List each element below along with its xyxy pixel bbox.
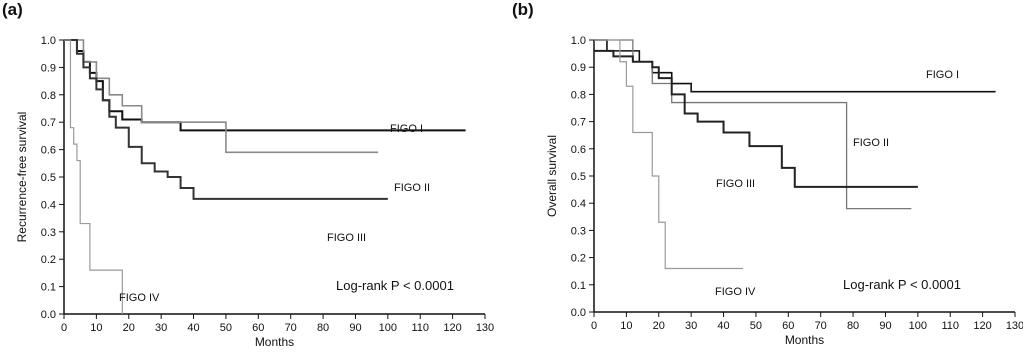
km-chart-recurrence-free: (a) 0 10 20 30 40 50 60 70 80 90 100 110 120 130 0.0 0.…: [0, 0, 505, 363]
x-tick-label: 50: [220, 322, 232, 334]
km-curve-figo-ii: [64, 39, 379, 154]
x-tick-label: 130: [476, 322, 494, 334]
chart-b-svg: 0 10 20 30 40 50 60 70 80 90 100 110 120 130 0.0 0.1 0.2…: [545, 35, 1023, 347]
x-tick-label: 0: [61, 322, 67, 334]
y-tick-label: 0.5: [41, 172, 56, 184]
annotation-figo-i: FIGO I: [926, 69, 959, 81]
y-tick-label: 0.6: [41, 145, 56, 157]
km-curve-figo-i: [64, 39, 466, 132]
y-tick-label: 0.2: [571, 253, 586, 265]
panel-label-a: (a): [2, 0, 23, 19]
y-tick-label: 0.9: [41, 62, 56, 74]
x-tick-label: 90: [349, 322, 361, 334]
y-tick-label: 0.2: [41, 254, 56, 266]
y-tick-label: 0.1: [41, 282, 56, 294]
y-tick-label: 0.7: [41, 117, 56, 129]
x-tick-label: 60: [782, 320, 794, 332]
x-tick-label: 20: [653, 320, 665, 332]
x-tick-label: 130: [1006, 320, 1023, 332]
km-curve-figo-iii: [64, 39, 388, 200]
y-tick-label: 0.4: [41, 199, 56, 211]
y-tick-label: 0.1: [571, 280, 586, 292]
y-tick-label: 0.9: [571, 62, 586, 74]
y-tick-label: 1.0: [571, 35, 586, 47]
y-tick-label: 0.3: [571, 225, 586, 237]
km-curve-figo-iv: [64, 39, 123, 314]
x-tick-label: 60: [252, 322, 264, 334]
x-tick-label: 0: [591, 320, 597, 332]
x-tick-label: 70: [285, 322, 297, 334]
x-tick-label: 90: [879, 320, 891, 332]
x-tick-label: 40: [187, 322, 199, 334]
x-axis-label: Months: [785, 333, 824, 347]
x-tick-label: 30: [685, 320, 697, 332]
annotation-figo-iii: FIGO III: [327, 232, 366, 244]
km-curve-figo-iv: [594, 39, 743, 270]
x-tick-label: 10: [620, 320, 632, 332]
annotation-log-rank: Log-rank P < 0.0001: [843, 277, 961, 292]
y-axis-label: Recurrence-free survival: [15, 112, 29, 243]
x-tick-label: 40: [717, 320, 729, 332]
y-tick-label: 0.3: [41, 227, 56, 239]
x-tick-label: 50: [750, 320, 762, 332]
x-tick-label: 70: [815, 320, 827, 332]
y-tick-label: 0.5: [571, 171, 586, 183]
annotation-figo-ii: FIGO II: [394, 182, 430, 194]
annotation-figo-iv: FIGO IV: [715, 286, 756, 298]
km-curve-figo-ii: [594, 39, 912, 210]
y-tick-label: 0.0: [41, 309, 56, 321]
annotation-log-rank: Log-rank P < 0.0001: [336, 278, 454, 293]
km-chart-overall-survival: (b) 0 10 20 30 40 50 60 70 80 90 100 110 120 130 0.0 0.…: [510, 0, 1023, 363]
annotation-figo-iii: FIGO III: [716, 178, 755, 190]
annotation-figo-i: FIGO I: [390, 123, 423, 135]
x-tick-label: 110: [941, 320, 959, 332]
y-tick-label: 0.8: [571, 89, 586, 101]
x-tick-label: 20: [123, 322, 135, 334]
x-axis-label: Months: [255, 335, 294, 349]
y-axis-label: Overall survival: [545, 135, 559, 217]
y-tick-label: 0.6: [571, 144, 586, 156]
y-tick-label: 0.4: [571, 198, 586, 210]
x-tick-label: 100: [909, 320, 927, 332]
panel-label-b: (b): [512, 0, 534, 19]
y-tick-label: 0.7: [571, 117, 586, 129]
km-curve-figo-iii: [594, 49, 918, 188]
annotation-figo-iv: FIGO IV: [119, 292, 160, 304]
annotation-figo-ii: FIGO II: [853, 137, 889, 149]
x-tick-label: 120: [973, 320, 991, 332]
x-tick-label: 110: [411, 322, 429, 334]
chart-a-svg: 0 10 20 30 40 50 60 70 80 90 100 110 120 130 0.0 0.1 0.2…: [15, 35, 494, 349]
x-tick-label: 30: [155, 322, 167, 334]
x-tick-label: 80: [317, 322, 329, 334]
x-tick-label: 80: [847, 320, 859, 332]
y-tick-label: 0.0: [571, 307, 586, 319]
x-tick-label: 100: [379, 322, 397, 334]
y-tick-label: 1.0: [41, 35, 56, 47]
x-tick-label: 10: [90, 322, 102, 334]
x-tick-label: 120: [443, 322, 461, 334]
y-tick-label: 0.8: [41, 90, 56, 102]
